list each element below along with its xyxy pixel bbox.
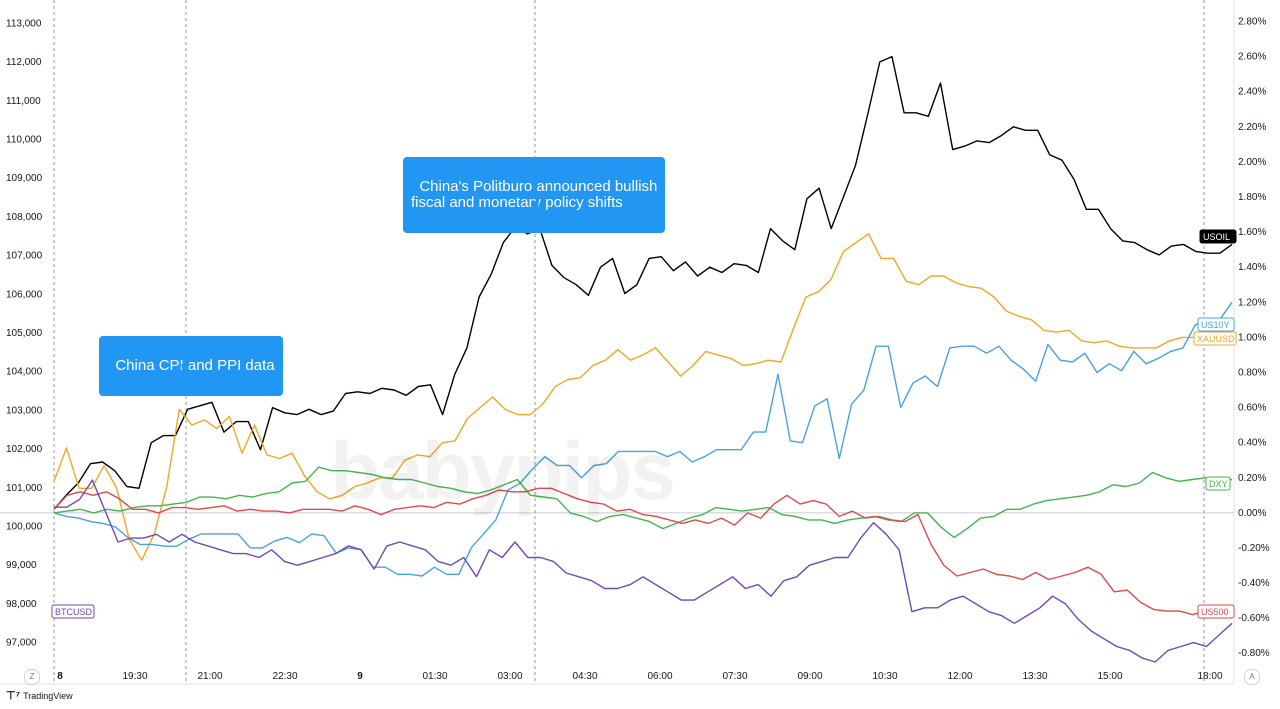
right-tick-label: 1.20% [1238,297,1266,308]
left-tick-label: 102,000 [6,444,43,455]
x-tick-label: 04:30 [572,671,597,682]
left-tick-label: 103,000 [6,405,43,416]
left-tick-label: 97,000 [6,638,37,649]
right-tick-label: 0.60% [1238,403,1266,414]
x-tick-label: 9 [357,671,363,682]
right-tick-label: 2.00% [1238,157,1266,168]
badge-dxy [1205,476,1231,491]
series-line-xauusd [53,233,1233,561]
series-badges: USOIL US10Y XAUUSD DXY US500 BTCUSD [51,229,1237,619]
badge-label-us500: US500 [1201,607,1229,617]
right-tick-label: 0.20% [1238,473,1266,484]
x-tick-label: 07:30 [722,671,747,682]
left-tick-label: 105,000 [6,328,43,339]
series-line-usoil [53,55,1233,510]
right-tick-label: 1.00% [1238,332,1266,343]
right-tick-label: 2.20% [1238,122,1266,133]
x-tick-label: 21:00 [197,671,222,682]
badge-us10y [1197,317,1235,332]
right-tick-label: -0.60% [1238,613,1270,624]
series-line-us10y [53,301,1233,577]
left-tick-label: 101,000 [6,483,43,494]
auto-scale-icon[interactable]: A [1244,669,1260,685]
left-tick-label: 99,000 [6,560,37,571]
left-tick-label: 111,000 [6,96,41,107]
x-tick-label: 19:30 [122,671,147,682]
left-tick-label: 100,000 [6,522,43,533]
series-lines [53,55,1233,663]
x-tick-label: 15:00 [1097,671,1122,682]
series-line-us500 [53,487,1233,616]
x-tick-label: 10:30 [872,671,897,682]
left-tick-label: 109,000 [6,173,43,184]
badge-label-us10y: US10Y [1201,320,1230,330]
badge-btcusd [51,604,95,619]
badge-label-dxy: DXY [1209,479,1228,489]
x-tick-label: 8 [57,671,63,682]
x-tick-label: 03:00 [497,671,522,682]
left-tick-label: 107,000 [6,251,43,262]
x-tick-label: 18:00 [1197,671,1222,682]
x-tick-label: 06:00 [647,671,672,682]
annotation-cpi-ppi-text: China CPI and PPI data [115,357,275,374]
series-line-dxy [53,466,1232,539]
badge-label-usoil: USOIL [1203,232,1230,242]
watermark: babypips [330,426,676,517]
badge-label-xauusd: XAUUSD [1197,334,1235,344]
right-tick-label: -0.40% [1238,578,1270,589]
left-tick-label: 113,000 [6,18,42,29]
footer-brand: TradingView [23,690,73,701]
annotation-politburo-text: China's Politburo announced bullish fisc… [411,178,658,211]
right-tick-label: 1.80% [1238,192,1266,203]
annotation-cpi-ppi: China CPI and PPI data [99,336,283,396]
tradingview-logo-icon: ⊤⁷ [6,690,21,702]
right-tick-label: 0.40% [1238,438,1266,449]
x-tick-label: 09:00 [797,671,822,682]
annotation-politburo: China's Politburo announced bullish fisc… [403,157,666,233]
right-tick-label: 0.00% [1238,508,1266,519]
left-axis: 113,000 112,000 111,000 110,000 109,000 108,0… [6,18,43,648]
series-line-btcusd [54,479,1233,663]
right-tick-label: 0.80% [1238,367,1266,378]
right-tick-label: 2.80% [1238,17,1266,28]
right-tick-label: 1.40% [1238,262,1266,273]
badge-usoil [1199,229,1237,244]
x-tick-label: 22:30 [272,671,297,682]
badge-us500 [1197,604,1235,619]
left-tick-label: 104,000 [6,367,43,378]
x-tick-label: 01:30 [422,671,447,682]
badge-xauusd [1193,331,1237,346]
badge-label-btcusd: BTCUSD [55,607,93,617]
x-tick-label: 12:00 [947,671,972,682]
right-tick-label: 2.40% [1238,87,1266,98]
right-tick-label: 2.60% [1238,52,1266,63]
left-tick-label: 112,000 [6,57,42,68]
x-tick-label: 13:30 [1022,671,1047,682]
right-tick-label: -0.20% [1238,543,1270,554]
right-tick-label: -0.80% [1238,648,1270,659]
left-tick-label: 98,000 [6,599,37,610]
footer: ⊤⁷ TradingView [6,689,73,702]
left-tick-label: 108,000 [6,212,43,223]
right-tick-label: 1.60% [1238,227,1266,238]
x-axis: 8 19:30 21:00 22:30 9 01:30 03:00 04:30 06:00 07:… [57,671,1223,682]
timezone-icon[interactable]: Z [24,669,40,685]
right-axis: 2.80% 2.60% 2.40% 2.20% 2.00% 1.80% 1.60% 1.40%… [1238,17,1270,660]
left-tick-label: 110,000 [6,134,42,145]
left-tick-label: 106,000 [6,289,43,300]
